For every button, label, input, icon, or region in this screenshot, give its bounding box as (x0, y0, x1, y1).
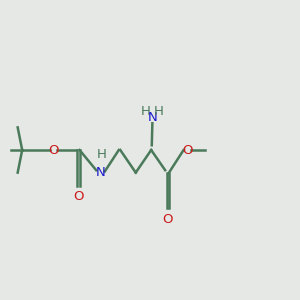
Text: H: H (141, 105, 151, 118)
Text: N: N (96, 166, 106, 179)
Text: O: O (182, 143, 193, 157)
Text: O: O (163, 213, 173, 226)
Text: H: H (154, 105, 164, 118)
Text: O: O (73, 190, 84, 203)
Text: O: O (48, 143, 59, 157)
Text: H: H (97, 148, 107, 161)
Text: N: N (148, 111, 157, 124)
